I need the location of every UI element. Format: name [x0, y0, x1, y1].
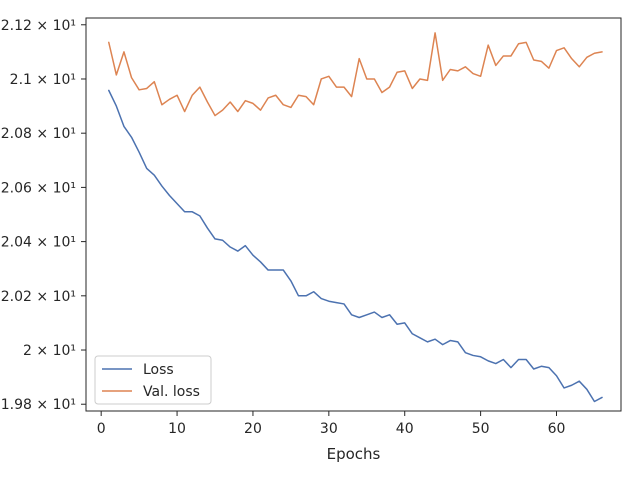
series-line-val-loss [108, 32, 603, 117]
x-tick-label: 60 [548, 421, 566, 437]
legend-label-val-loss: Val. loss [143, 384, 200, 400]
plot-frame [85, 17, 622, 412]
legend-label-loss: Loss [143, 362, 174, 378]
x-axis-label: Epochs [327, 445, 381, 463]
x-tick-label: 30 [320, 421, 338, 437]
x-axis: 0 10 20 30 40 50 60 [97, 411, 566, 437]
x-tick-label: 20 [244, 421, 262, 437]
y-tick-label: 2.08 × 10¹ [1, 126, 76, 142]
y-axis: 1.98 × 10¹ 2 × 10¹ 2.02 × 10¹ 2.04 × 10¹ 2.0… [1, 18, 86, 413]
series-layer [108, 32, 603, 403]
y-tick-label: 1.98 × 10¹ [1, 397, 76, 413]
x-tick-label: 50 [472, 421, 490, 437]
y-tick-label: 2.06 × 10¹ [1, 180, 76, 196]
x-tick-label: 0 [97, 421, 106, 437]
x-tick-label: 40 [396, 421, 414, 437]
series-line-loss [108, 89, 603, 403]
plot-area [86, 18, 621, 411]
legend: Loss Val. loss [94, 355, 212, 405]
legend-box [94, 355, 212, 405]
y-tick-label: 2.04 × 10¹ [1, 235, 76, 251]
y-tick-label: 2 × 10¹ [23, 343, 76, 359]
y-tick-label: 2.02 × 10¹ [1, 289, 76, 305]
y-tick-label: 2.1 × 10¹ [10, 72, 76, 88]
x-tick-label: 10 [168, 421, 186, 437]
y-tick-label: 2.12 × 10¹ [1, 18, 76, 34]
